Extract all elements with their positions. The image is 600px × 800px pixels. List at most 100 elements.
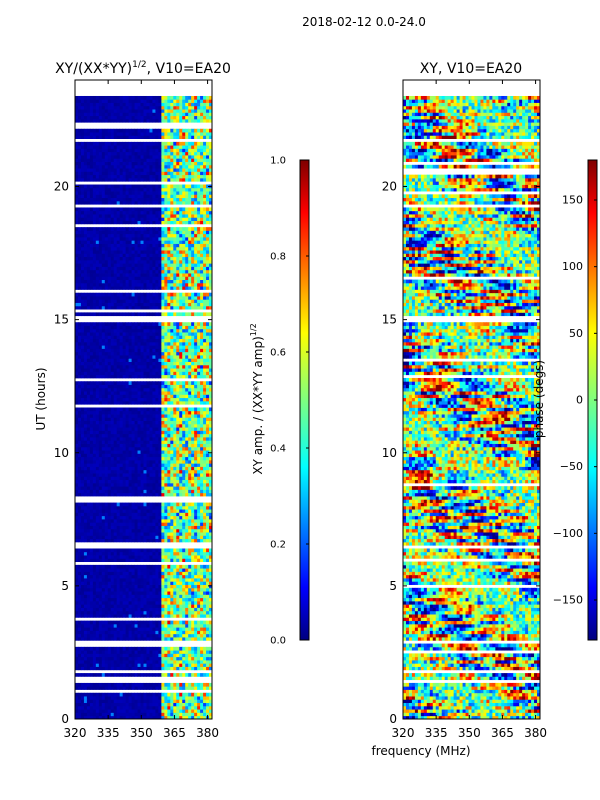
heatmap-cell	[152, 509, 156, 513]
heatmap-cell	[134, 341, 138, 346]
heatmap-cell	[107, 437, 112, 441]
heatmap-cell	[86, 515, 91, 520]
heatmap-cell	[158, 341, 162, 346]
heatmap-cell	[95, 607, 100, 612]
heatmap-cell	[86, 371, 91, 376]
heatmap-cell	[89, 522, 94, 526]
heatmap-cell	[131, 469, 135, 474]
heatmap-cell	[167, 410, 171, 415]
heatmap-cell	[176, 430, 180, 435]
heatmap-cell	[158, 705, 162, 710]
heatmap-cell	[176, 322, 180, 326]
heatmap-cell	[173, 528, 177, 533]
heatmap-cell	[104, 423, 109, 428]
heatmap-cell	[194, 587, 198, 592]
heatmap-cell	[77, 558, 82, 563]
heatmap-cell	[182, 387, 186, 392]
heatmap-cell	[179, 650, 183, 654]
heatmap-cell	[77, 528, 82, 533]
heatmap-cell	[146, 391, 150, 395]
heatmap-cell	[158, 466, 162, 471]
heatmap-cell	[176, 400, 180, 405]
heatmap-cell	[110, 663, 115, 667]
heatmap-cell	[116, 581, 121, 585]
heatmap-cell	[95, 646, 100, 651]
heatmap-cell	[179, 473, 183, 477]
heatmap-cell	[203, 709, 207, 713]
heatmap-cell	[149, 610, 153, 615]
heatmap-cell	[140, 692, 144, 697]
heatmap-cell	[122, 558, 127, 563]
heatmap-cell	[176, 558, 180, 563]
heatmap-cell	[86, 368, 91, 372]
heatmap-cell	[143, 699, 147, 704]
heatmap-cell	[206, 351, 210, 356]
heatmap-cell	[149, 522, 153, 526]
heatmap-cell	[116, 535, 121, 540]
heatmap-cell	[113, 341, 118, 346]
heatmap-cell	[170, 571, 174, 576]
heatmap-cell	[77, 627, 82, 631]
heatmap-cell	[173, 453, 177, 458]
heatmap-cell	[209, 433, 213, 438]
heatmap-cell	[134, 374, 138, 379]
heatmap-cell	[155, 505, 159, 510]
heatmap-cell	[191, 443, 195, 448]
heatmap-cell	[179, 518, 183, 523]
heatmap-cell	[89, 591, 94, 595]
heatmap-cell	[164, 456, 168, 461]
heatmap-cell	[188, 702, 192, 707]
heatmap-cell	[116, 633, 121, 638]
heatmap-cell	[203, 509, 207, 513]
heatmap-cell	[146, 322, 150, 326]
heatmap-cell	[194, 633, 198, 638]
heatmap-cell	[134, 650, 138, 654]
heatmap-cell	[173, 489, 177, 494]
heatmap-cell	[191, 335, 195, 340]
heatmap-cell	[173, 332, 177, 336]
heatmap-cell	[164, 433, 168, 438]
heatmap-cell	[197, 666, 201, 671]
heatmap-cell	[209, 712, 213, 717]
heatmap-cell	[113, 489, 118, 494]
heatmap-cell	[200, 637, 204, 641]
heatmap-cell	[191, 682, 195, 687]
heatmap-cell	[77, 692, 82, 697]
heatmap-cell	[122, 555, 127, 559]
heatmap-cell	[128, 666, 132, 671]
heatmap-cell	[194, 673, 198, 677]
heatmap-cell	[206, 348, 210, 353]
heatmap-cell	[119, 364, 124, 369]
heatmap-cell	[101, 653, 106, 658]
heatmap-cell	[155, 699, 159, 704]
heatmap-cell	[89, 715, 94, 720]
heatmap-cell	[200, 627, 204, 631]
heatmap-cell	[86, 656, 91, 661]
heatmap-cell	[134, 558, 138, 563]
heatmap-cell	[77, 492, 82, 497]
heatmap-cell	[182, 400, 186, 405]
heatmap-cell	[101, 446, 106, 451]
heatmap-cell	[137, 600, 141, 605]
heatmap-cell	[167, 558, 171, 563]
heatmap-cell	[209, 368, 213, 372]
heatmap-cell	[194, 391, 198, 395]
heatmap-cell	[206, 532, 210, 536]
heatmap-cell	[185, 463, 189, 467]
heatmap-cell	[134, 535, 138, 540]
heatmap-cell	[146, 568, 150, 572]
heatmap-cell	[119, 564, 124, 569]
heatmap-cell	[167, 663, 171, 667]
heatmap-cell	[179, 528, 183, 533]
heatmap-cell	[170, 610, 174, 615]
heatmap-cell	[128, 364, 132, 369]
heatmap-cell	[137, 345, 141, 349]
heatmap-cell	[158, 614, 162, 618]
heatmap-cell	[128, 607, 132, 612]
heatmap-cell	[164, 633, 168, 638]
heatmap-cell	[164, 581, 168, 585]
heatmap-cell	[188, 466, 192, 471]
heatmap-cell	[158, 430, 162, 435]
heatmap-cell	[119, 512, 124, 517]
heatmap-cell	[95, 414, 100, 418]
